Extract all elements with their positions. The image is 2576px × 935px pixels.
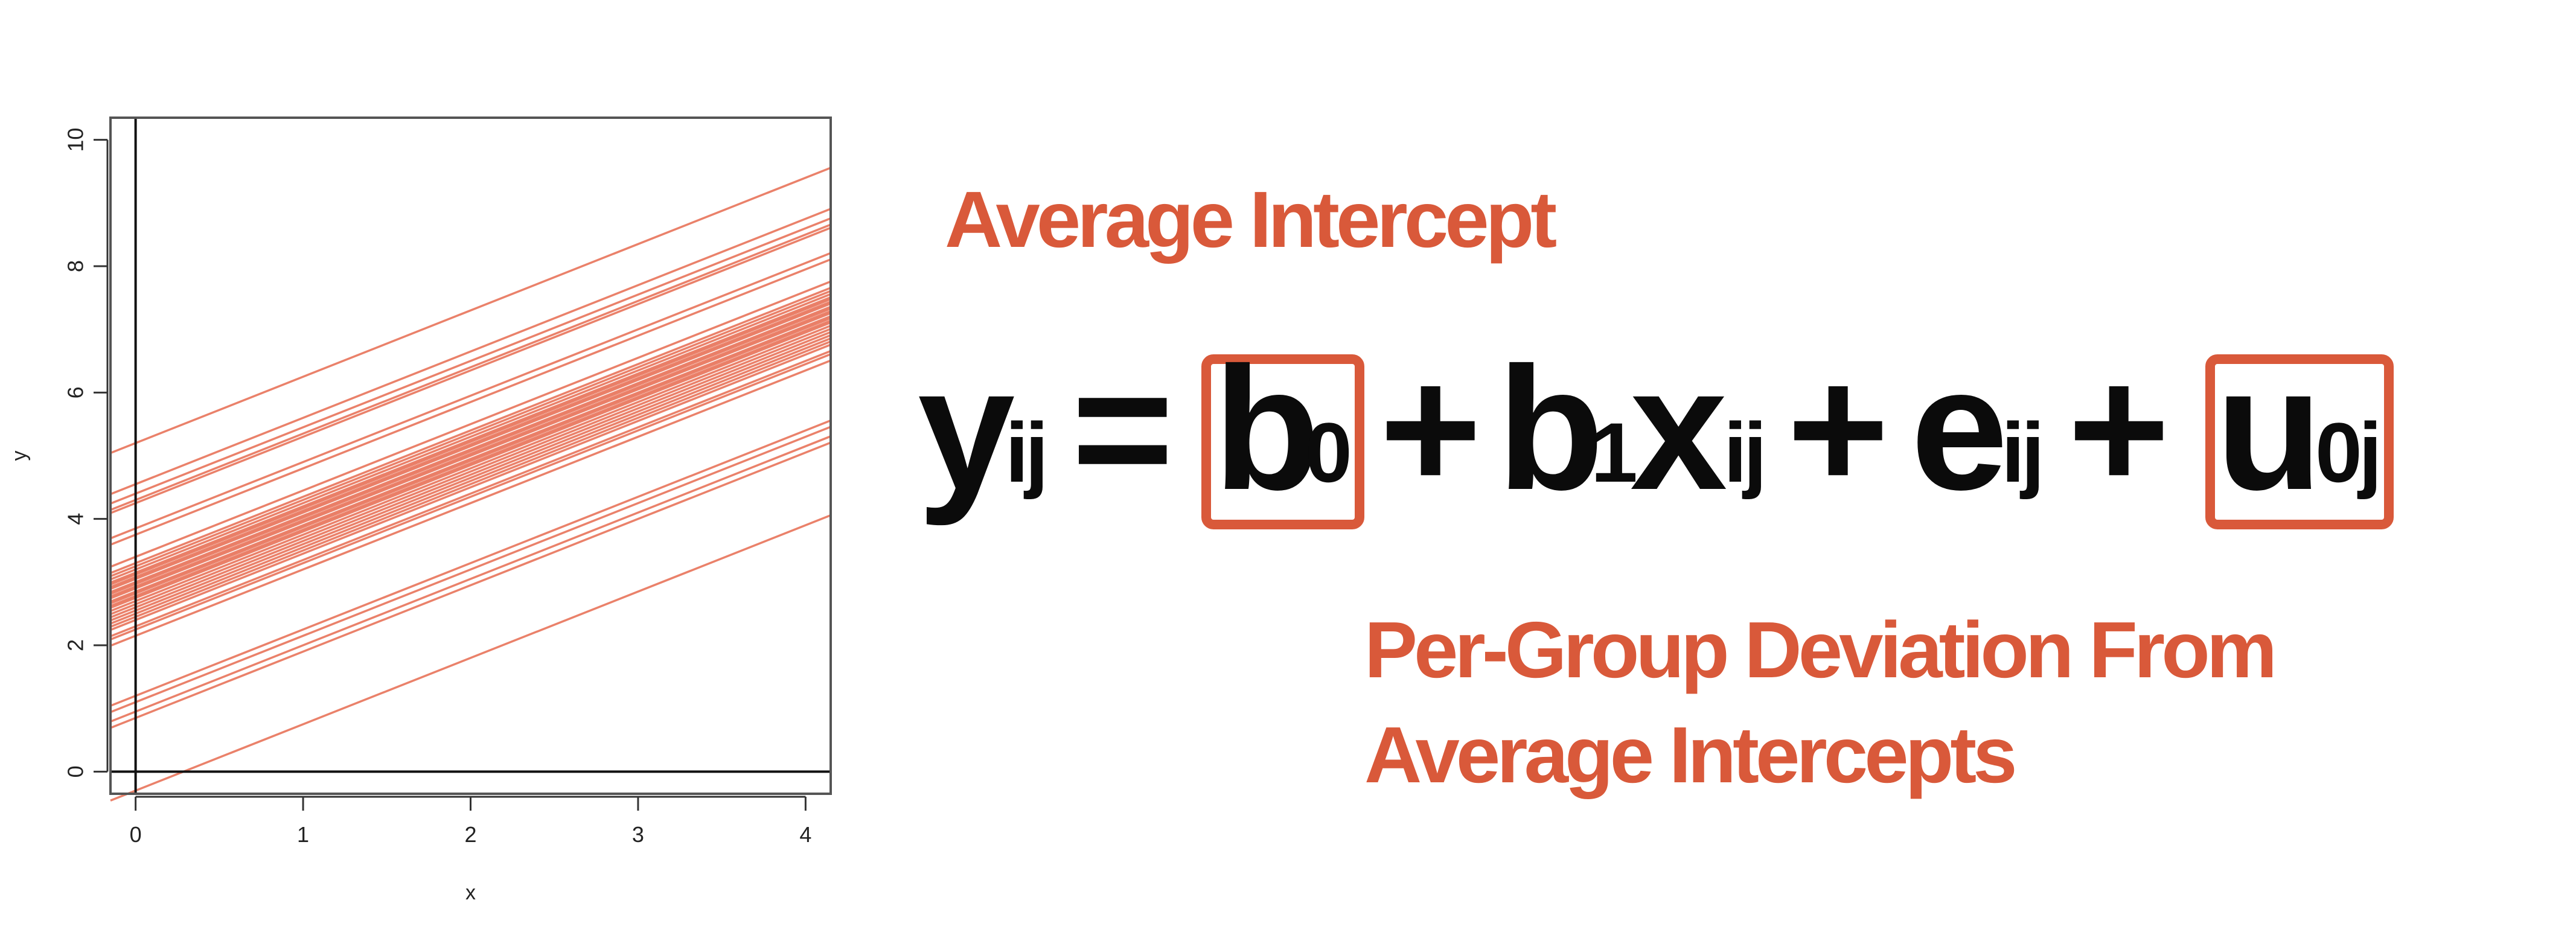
per-group-deviation-label: Per-Group Deviation From Average Interce… [1364,605,2277,799]
group-line-32 [110,353,831,640]
group-line-15 [110,302,831,590]
group-line-6 [110,252,831,540]
eq-e: e [1911,331,2008,526]
eq-y-subscript: ij [1005,405,1049,500]
group-line-18 [110,310,831,598]
group-line-26 [110,331,831,619]
group-line-29 [110,340,831,628]
eq-plus-3: + [2068,331,2170,526]
y-tick-label: 8 [63,260,88,272]
eq-u-subscript: 0j [2315,405,2382,500]
eq-b1: b [1497,331,1604,526]
group-line-34 [110,420,831,707]
group-line-36 [110,435,831,723]
eq-plus-1: + [1379,331,1481,526]
y-axis-title: y [8,451,31,461]
group-line-22 [110,319,831,607]
group-line-35 [110,426,831,713]
eq-y: y [918,331,1015,526]
group-line-28 [110,337,831,625]
plot-frame [109,116,832,795]
group-line-12 [110,296,831,584]
eq-u: u [2216,331,2322,526]
eq-equals: = [1072,331,1174,526]
group-line-23 [110,321,831,609]
eq-e-subscript: ij [2001,405,2045,500]
eq-b0: b [1213,331,1320,526]
group-line-16 [110,305,831,593]
average-intercept-label: Average Intercept [945,175,1557,264]
y-tick-label: 4 [63,513,88,525]
group-line-10 [110,290,831,578]
eq-plus-2: + [1787,331,1889,526]
group-line-27 [110,334,831,622]
group-line-37 [110,441,831,729]
group-line-7 [110,258,831,546]
group-line-25 [110,328,831,616]
group-line-14 [110,301,831,589]
random-intercept-plot: 0 1 2 3 4 0 2 4 6 8 10 x y [8,116,832,904]
y-tick-label: 10 [63,128,88,152]
group-line-8 [110,280,831,568]
group-line-1 [110,167,831,455]
group-line-33 [110,359,831,647]
group-line-2 [110,208,831,496]
group-line-19 [110,312,831,599]
x-axis-title: x [465,881,476,904]
group-line-20 [110,315,831,603]
group-line-31 [110,349,831,637]
y-tick-label: 6 [63,386,88,398]
eq-b0-subscript: 0 [1305,405,1352,500]
group-line-3 [110,217,831,505]
x-axis: 0 1 2 3 4 [130,796,811,847]
y-tick-label: 2 [63,639,88,651]
group-line-13 [110,298,831,586]
group-line-24 [110,325,831,612]
y-axis: 0 2 4 6 8 10 [63,128,109,777]
x-tick-label: 3 [632,822,644,847]
group-line-5 [110,226,831,514]
x-tick-label: 1 [297,822,309,847]
x-tick-label: 4 [799,822,811,847]
u0j-highlight-box [2205,354,2394,529]
group-line-4 [110,223,831,511]
x-tick-label: 2 [464,822,476,847]
eq-b1-subscript: 1 [1591,405,1638,500]
group-line-21 [110,317,831,605]
eq-x: x [1630,331,1727,526]
group-regression-lines [110,167,831,802]
x-tick-label: 0 [130,822,142,847]
group-line-38 [110,514,831,802]
y-tick-label: 0 [63,765,88,777]
group-line-11 [110,293,831,581]
group-line-9 [110,287,831,575]
eq-x-subscript: ij [1724,405,1767,500]
group-line-17 [110,307,831,595]
group-line-30 [110,343,831,631]
b0-highlight-box [1201,354,1364,529]
